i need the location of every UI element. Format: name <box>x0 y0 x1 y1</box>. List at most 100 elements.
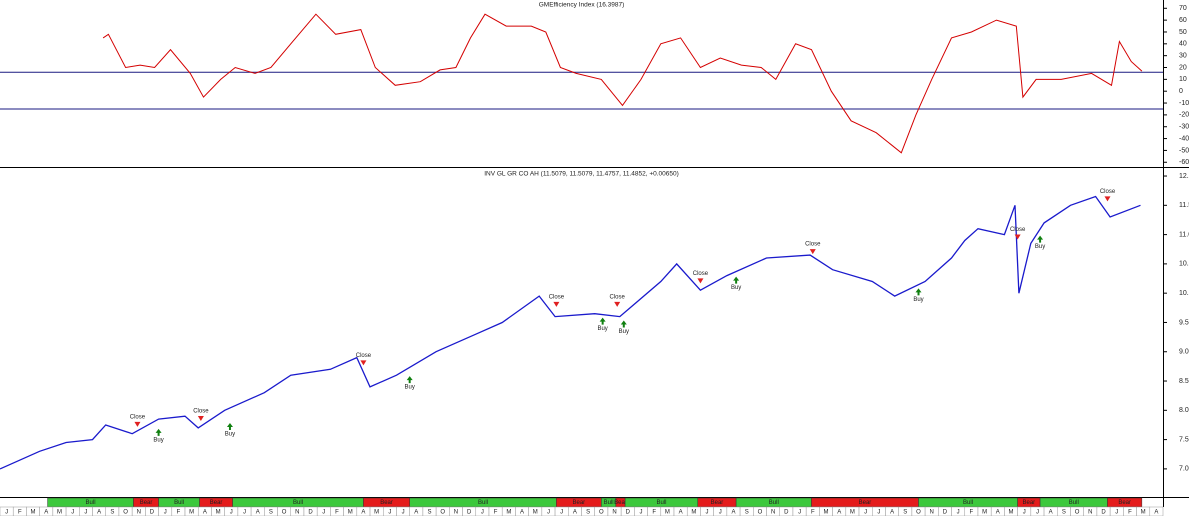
x-tick-label: M <box>189 510 194 516</box>
y-tick-label: -40 <box>1179 135 1189 142</box>
month-cell <box>1149 506 1164 516</box>
regime-label: Bear <box>573 500 586 506</box>
regime-label: Bull <box>769 500 779 506</box>
x-tick-label: M <box>533 510 538 516</box>
y-tick-label: -10 <box>1179 100 1189 107</box>
buy-marker <box>406 376 413 384</box>
close-marker <box>614 301 621 307</box>
close-marker <box>1104 196 1111 202</box>
x-tick-label: A <box>414 510 418 516</box>
y-tick-label: -50 <box>1179 147 1189 154</box>
y-tick-label: -30 <box>1179 124 1189 131</box>
series-line <box>0 195 1141 470</box>
y-tick-label: -20 <box>1179 112 1189 119</box>
x-tick-label: J <box>402 510 405 516</box>
x-tick-label: A <box>837 510 841 516</box>
x-tick-label: A <box>573 510 577 516</box>
x-tick-label: J <box>798 510 801 516</box>
y-tick-label: 10.5 <box>1179 261 1189 268</box>
x-tick-label: F <box>970 510 974 516</box>
buy-marker <box>1037 235 1044 243</box>
x-tick-label: S <box>745 510 749 516</box>
x-tick-label: J <box>877 510 880 516</box>
x-tick-label: A <box>44 510 48 516</box>
x-tick-label: F <box>335 510 339 516</box>
signal-label: Buy <box>153 437 163 443</box>
x-tick-label: D <box>784 510 789 516</box>
signal-label: Buy <box>1035 244 1045 250</box>
buy-marker <box>733 276 740 284</box>
y-tick-label: 50 <box>1179 29 1187 36</box>
y-tick-label: 11.5 <box>1179 202 1189 209</box>
x-tick-label: O <box>282 510 287 516</box>
x-tick-label: J <box>71 510 74 516</box>
signal-label: Close <box>356 353 372 359</box>
x-tick-label: A <box>890 510 894 516</box>
signal-label: Close <box>193 409 209 415</box>
x-tick-label: J <box>322 510 325 516</box>
x-tick-label: F <box>1128 510 1132 516</box>
x-tick-label: O <box>123 510 128 516</box>
x-tick-label: M <box>57 510 62 516</box>
x-tick-label: J <box>706 510 709 516</box>
x-tick-label: D <box>1101 510 1106 516</box>
x-tick-label: S <box>269 510 273 516</box>
y-tick-label: 7.0 <box>1179 466 1189 473</box>
x-tick-label: M <box>823 510 828 516</box>
x-tick-label: M <box>1009 510 1014 516</box>
signal-label: Close <box>1100 189 1116 195</box>
chart-title: GMEfficiency Index (16.3987) <box>539 2 625 9</box>
y-tick-label: -60 <box>1179 159 1189 166</box>
x-tick-label: A <box>679 510 683 516</box>
x-tick-label: J <box>547 510 550 516</box>
signal-label: Close <box>549 294 565 300</box>
close-marker <box>809 249 816 255</box>
x-tick-label: D <box>308 510 313 516</box>
x-tick-label: S <box>586 510 590 516</box>
y-tick-label: 10 <box>1179 76 1187 83</box>
x-tick-label: J <box>84 510 87 516</box>
x-tick-label: N <box>454 510 458 516</box>
regime-label: Bull <box>293 500 303 506</box>
signal-label: Buy <box>913 297 923 303</box>
x-tick-label: A <box>520 510 524 516</box>
x-tick-label: J <box>481 510 484 516</box>
buy-marker <box>226 423 233 431</box>
x-tick-label: F <box>177 510 181 516</box>
x-tick-label: J <box>164 510 167 516</box>
x-tick-label: A <box>97 510 101 516</box>
x-tick-label: O <box>1075 510 1080 516</box>
x-tick-label: J <box>639 510 642 516</box>
y-tick-label: 11.0 <box>1179 231 1189 238</box>
x-tick-label: D <box>467 510 472 516</box>
x-tick-label: J <box>230 510 233 516</box>
buy-marker <box>599 317 606 325</box>
x-tick-label: N <box>137 510 141 516</box>
x-tick-label: M <box>31 510 36 516</box>
x-tick-label: N <box>295 510 299 516</box>
x-tick-label: S <box>903 510 907 516</box>
y-tick-label: 8.5 <box>1179 378 1189 385</box>
close-marker <box>134 421 141 427</box>
x-tick-label: S <box>1062 510 1066 516</box>
close-marker <box>197 416 204 422</box>
x-tick-label: A <box>361 510 365 516</box>
x-tick-label: N <box>1088 510 1092 516</box>
regime-label: Bull <box>963 500 973 506</box>
x-tick-label: A <box>203 510 207 516</box>
signal-label: Buy <box>405 385 415 391</box>
x-tick-label: J <box>1036 510 1039 516</box>
x-tick-label: S <box>428 510 432 516</box>
signal-label: Buy <box>225 432 235 438</box>
x-tick-label: J <box>560 510 563 516</box>
x-tick-label: M <box>850 510 855 516</box>
x-tick-label: S <box>110 510 114 516</box>
regime-label: Bear <box>614 500 627 506</box>
x-tick-label: M <box>348 510 353 516</box>
x-tick-label: M <box>216 510 221 516</box>
x-tick-label: J <box>5 510 8 516</box>
buy-marker <box>155 428 162 436</box>
buy-marker <box>620 320 627 328</box>
x-tick-label: F <box>652 510 656 516</box>
x-tick-label: D <box>150 510 155 516</box>
